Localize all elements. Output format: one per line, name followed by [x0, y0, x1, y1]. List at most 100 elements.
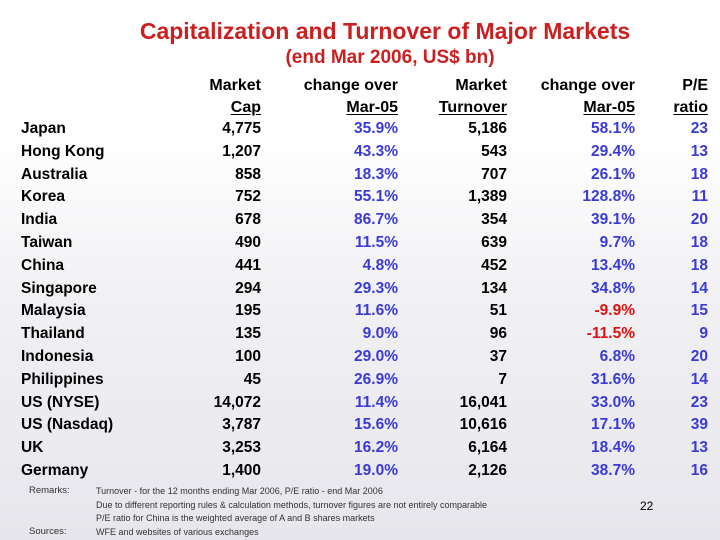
header-market-turnover-line2: Turnover	[438, 99, 507, 116]
market-name: Malaysia	[21, 302, 86, 320]
turnover-value: 1,389	[468, 188, 507, 206]
header-pe-ratio-line2: ratio	[673, 99, 708, 116]
header-cap-change-line1: change over	[303, 77, 398, 94]
market-name: Singapore	[21, 279, 97, 297]
table-row: Singapore 294 29.3% 134 34.8% 14	[0, 278, 720, 301]
table-row: Japan 4,775 35.9% 5,186 58.1% 23	[0, 118, 720, 141]
cap-change-value: 11.4%	[354, 393, 398, 411]
table-row: China 441 4.8% 452 13.4% 18	[0, 255, 720, 278]
market-name: Japan	[21, 120, 66, 137]
cap-change-value: 11.5%	[354, 233, 398, 251]
market-name: Australia	[21, 165, 88, 183]
header-turnover-change-line1: change over	[540, 77, 635, 94]
market-cap-value: 45	[243, 370, 261, 388]
header-market-turnover-line1: Market	[455, 77, 507, 94]
turnover-change-value: -11.5%	[586, 325, 635, 343]
turnover-change-value: 39.1%	[591, 211, 635, 229]
cap-change-value: 4.8%	[362, 256, 398, 274]
cap-change-value: 26.9%	[354, 370, 398, 388]
table-row: US (Nasdaq) 3,787 15.6% 10,616 17.1% 39	[0, 414, 720, 437]
header-cap-change: change over Mar-05	[304, 75, 398, 119]
market-cap-value: 3,787	[222, 416, 261, 434]
header-market-cap: Market Cap	[209, 75, 261, 119]
market-name: Germany	[21, 461, 89, 479]
table-row: Philippines 45 26.9% 7 31.6% 14	[0, 369, 720, 392]
cap-change-value: 29.0%	[354, 347, 398, 365]
turnover-value: 7	[498, 370, 507, 388]
market-cap-value: 441	[235, 256, 261, 274]
cap-change-value: 15.6%	[354, 416, 398, 434]
header-market-cap-line2: Cap	[230, 99, 261, 116]
market-cap-value: 100	[235, 347, 261, 365]
turnover-change-value: 18.4%	[591, 439, 635, 457]
market-table: Japan 4,775 35.9% 5,186 58.1% 23 Hong Ko…	[0, 118, 720, 483]
turnover-value: 37	[489, 347, 507, 365]
turnover-change-value: 31.6%	[591, 370, 635, 388]
table-row: Indonesia 100 29.0% 37 6.8% 20	[0, 346, 720, 369]
footnotes: Turnover - for the 12 months ending Mar …	[96, 485, 487, 539]
market-name: Korea	[21, 188, 65, 206]
cap-change-value: 19.0%	[354, 461, 398, 479]
turnover-value: 6,164	[468, 439, 507, 457]
pe-ratio-value: 18	[690, 256, 708, 274]
pe-ratio-value: 15	[690, 302, 708, 320]
sources-text: WFE and websites of various exchanges	[96, 526, 259, 537]
cap-change-value: 86.7%	[354, 211, 398, 229]
pe-ratio-value: 20	[690, 211, 708, 229]
turnover-value: 543	[481, 142, 507, 160]
remark-line: Turnover - for the 12 months ending Mar …	[96, 486, 383, 496]
pe-ratio-value: 14	[690, 279, 708, 297]
cap-change-value: 29.3%	[354, 279, 398, 297]
header-cap-change-line2: Mar-05	[346, 99, 398, 116]
turnover-value: 16,041	[459, 393, 507, 411]
turnover-value: 51	[489, 302, 507, 320]
turnover-value: 10,616	[459, 416, 507, 434]
header-pe-ratio-line1: P/E	[682, 77, 708, 94]
header-market-turnover: Market Turnover	[439, 75, 507, 119]
turnover-change-value: -9.9%	[594, 302, 636, 320]
pe-ratio-value: 14	[690, 370, 708, 388]
turnover-change-value: 9.7%	[599, 233, 635, 251]
header-turnover-change-line2: Mar-05	[583, 99, 635, 116]
table-row: Thailand 135 9.0% 96 -11.5% 9	[0, 323, 720, 346]
market-name: US (Nasdaq)	[21, 416, 114, 434]
turnover-value: 5,186	[468, 120, 507, 137]
market-cap-value: 4,775	[222, 120, 261, 137]
market-name: US (NYSE)	[21, 393, 100, 411]
cap-change-value: 55.1%	[354, 188, 398, 206]
cap-change-value: 35.9%	[354, 120, 398, 137]
turnover-value: 96	[489, 325, 507, 343]
remark-line: P/E ratio for China is the weighted aver…	[96, 513, 375, 523]
table-row: Australia 858 18.3% 707 26.1% 18	[0, 164, 720, 187]
turnover-value: 452	[481, 256, 507, 274]
turnover-change-value: 58.1%	[591, 120, 635, 137]
pe-ratio-value: 18	[690, 165, 708, 183]
slide-subtitle: (end Mar 2006, US$ bn)	[285, 47, 495, 68]
pe-ratio-value: 39	[690, 416, 708, 434]
turnover-change-value: 29.4%	[591, 142, 635, 160]
pe-ratio-value: 23	[690, 120, 708, 137]
market-cap-value: 1,400	[222, 461, 261, 479]
turnover-change-value: 38.7%	[591, 461, 635, 479]
turnover-value: 134	[481, 279, 507, 297]
market-name: Indonesia	[21, 347, 94, 365]
turnover-value: 707	[481, 165, 507, 183]
header-market-cap-line1: Market	[209, 77, 261, 94]
table-row: Korea 752 55.1% 1,389 128.8% 11	[0, 186, 720, 209]
pe-ratio-value: 23	[690, 393, 708, 411]
cap-change-value: 43.3%	[354, 142, 398, 160]
table-row: US (NYSE) 14,072 11.4% 16,041 33.0% 23	[0, 392, 720, 415]
market-name: UK	[21, 439, 44, 457]
cap-change-value: 16.2%	[354, 439, 398, 457]
market-cap-value: 3,253	[222, 439, 261, 457]
market-cap-value: 678	[235, 211, 261, 229]
market-name: China	[21, 256, 65, 274]
header-turnover-change: change over Mar-05	[541, 75, 635, 119]
market-name: Taiwan	[21, 233, 73, 251]
market-cap-value: 14,072	[213, 393, 261, 411]
market-cap-value: 135	[235, 325, 261, 343]
market-cap-value: 1,207	[222, 142, 261, 160]
turnover-change-value: 33.0%	[591, 393, 635, 411]
turnover-change-value: 128.8%	[582, 188, 635, 206]
market-cap-value: 858	[235, 165, 261, 183]
